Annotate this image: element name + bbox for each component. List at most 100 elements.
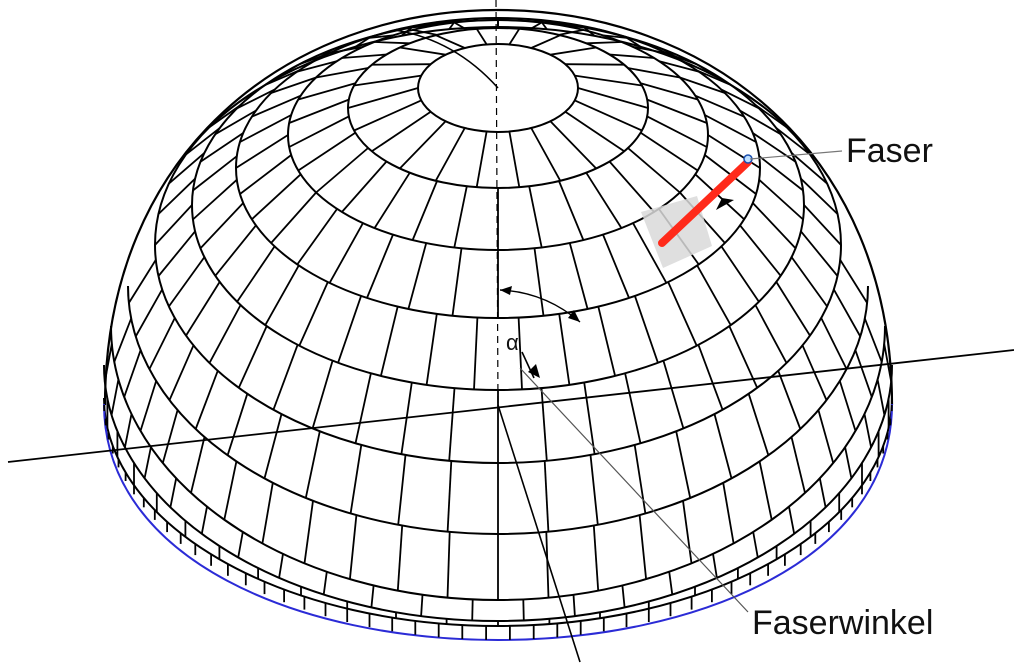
mesh-meridian-segment xyxy=(662,48,684,63)
mesh-meridian-segment xyxy=(371,63,431,66)
fiber-rod xyxy=(658,158,752,247)
mesh-meridian-segment xyxy=(543,460,550,532)
mesh-meridian-segment xyxy=(103,343,113,382)
mesh-meridian-segment xyxy=(646,115,708,148)
mesh-meridian-segment xyxy=(349,444,363,514)
mesh-meridian-segment xyxy=(194,370,219,430)
mesh-meridian-segment xyxy=(517,317,523,390)
mesh-meridian-segment xyxy=(270,191,317,244)
mesh-meridian-segment xyxy=(696,69,732,86)
mesh-meridian-segment xyxy=(752,531,759,558)
mesh-meridian-segment xyxy=(473,17,478,22)
mesh-meridian-segment xyxy=(609,53,655,59)
mesh-meridian-segment xyxy=(598,28,616,35)
mesh-meridian-segment xyxy=(341,160,388,213)
mesh-meridian-segment xyxy=(370,585,375,608)
mesh-meridian-segment xyxy=(728,325,759,389)
mesh-meridian-segment xyxy=(518,17,523,22)
mesh-meridian-segment xyxy=(261,482,274,544)
mesh-meridian-segment xyxy=(312,48,334,63)
mesh-meridian-segment xyxy=(775,127,811,156)
mesh-meridian-segment xyxy=(396,525,404,591)
mesh-meridian-segment xyxy=(366,34,394,39)
mesh-meridian-segment xyxy=(349,515,358,580)
mesh-meridian-segment xyxy=(662,360,685,429)
mesh-meridian-segment xyxy=(371,111,432,153)
mesh-meridian-segment xyxy=(624,35,641,48)
mesh-meridian-segment xyxy=(540,21,548,30)
angle-arc-lower-arrow xyxy=(528,364,540,378)
angle-arc-lower xyxy=(521,351,535,379)
mesh-meridian-segment xyxy=(754,304,788,364)
mesh-meridian-segment xyxy=(568,242,589,310)
mesh-meridian-segment xyxy=(790,256,828,307)
mesh-meridian-segment xyxy=(844,447,853,479)
mesh-meridian-segment xyxy=(475,28,488,45)
mesh-ring-8 xyxy=(103,364,893,622)
mesh-meridian-segment xyxy=(777,370,802,430)
cap-seam-line xyxy=(394,29,499,89)
mesh-meridian-segment xyxy=(720,245,760,303)
mesh-meridian-segment xyxy=(633,444,647,514)
mesh-meridian-segment xyxy=(192,155,238,192)
mesh-meridian-segment xyxy=(471,599,474,621)
mesh-meridian-segment xyxy=(303,500,314,564)
mesh-meridian-segment xyxy=(412,29,438,36)
mesh-meridian-segment xyxy=(839,259,868,304)
mesh-meridian-segment xyxy=(558,180,585,241)
mesh-meridian-segment xyxy=(168,344,195,401)
mesh-meridian-segment xyxy=(288,115,350,148)
mesh-meridian-segment xyxy=(838,380,857,432)
mesh-meridian-segment xyxy=(223,461,238,520)
mesh-meridian-segment xyxy=(337,295,362,363)
mesh-meridian-segment xyxy=(640,131,699,172)
mesh-meridian-segment xyxy=(237,325,268,389)
mesh-meridian-segment xyxy=(528,21,543,31)
mesh-meridian-segment xyxy=(863,413,872,448)
mesh-meridian-segment xyxy=(658,60,699,73)
mesh-meridian-segment xyxy=(863,318,883,363)
mesh-meridian-segment xyxy=(453,21,468,31)
mesh-meridian-segment xyxy=(251,94,302,118)
mesh-meridian-segment xyxy=(272,64,299,81)
mesh-meridian-segment xyxy=(296,208,338,265)
mesh-meridian-segment xyxy=(817,409,835,464)
mesh-meridian-segment xyxy=(124,413,133,448)
mesh-meridian-segment xyxy=(713,413,733,479)
mesh-meridian-segment xyxy=(697,344,724,411)
mesh-meridian-segment xyxy=(264,69,300,86)
mesh-meridian-segment xyxy=(185,127,221,156)
mesh-meridian-segment xyxy=(270,76,317,94)
mesh-meridian-segment xyxy=(453,186,468,248)
angle-arc-upper-tick xyxy=(500,286,512,295)
mesh-meridian-segment xyxy=(411,180,438,241)
mesh-meridian-segment xyxy=(634,39,659,49)
mesh-meridian-segment xyxy=(728,83,758,103)
mesh-meridian-segment xyxy=(818,478,827,508)
mesh-meridian-segment xyxy=(328,222,364,284)
mesh-meridian-segment xyxy=(288,98,350,124)
mesh-meridian-segment xyxy=(446,531,451,598)
mesh-meridian-segment xyxy=(697,64,724,81)
dome-mesh xyxy=(103,8,894,642)
mesh-meridian-segment xyxy=(739,109,782,135)
mesh-meridian-segment xyxy=(420,594,424,617)
mesh-meridian-segment xyxy=(758,179,804,221)
mesh-meridian-segment xyxy=(739,224,782,277)
mesh-meridian-segment xyxy=(550,46,597,56)
mesh-meridian-segment xyxy=(602,34,630,39)
mesh-meridian-segment xyxy=(407,242,428,310)
mesh-meridian-segment xyxy=(311,360,334,429)
mesh-meridian-segment xyxy=(226,393,249,456)
mesh-meridian-segment xyxy=(238,83,268,103)
mesh-meridian-segment xyxy=(574,99,643,132)
mesh-meridian-segment xyxy=(583,382,596,455)
mesh-meridian-segment xyxy=(704,114,757,143)
mesh-meridian-segment xyxy=(694,173,745,220)
mesh-meridian-segment xyxy=(675,431,692,499)
mesh-meridian-segment xyxy=(426,21,438,26)
mesh-meridian-segment xyxy=(788,506,796,534)
mesh-meridian-segment xyxy=(157,178,196,215)
mesh-meridian-segment xyxy=(564,111,625,153)
